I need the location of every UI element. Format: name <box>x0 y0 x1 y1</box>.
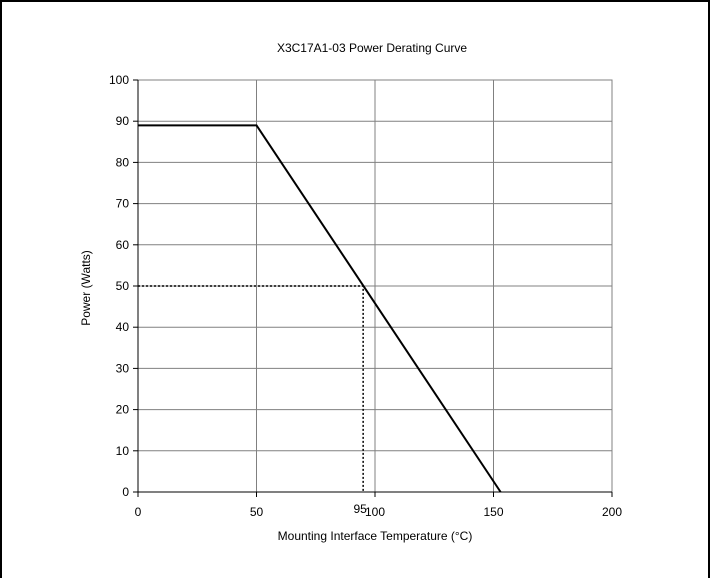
series-lines <box>138 124 502 493</box>
y-tick-label: 60 <box>116 238 130 252</box>
y-tick-label: 0 <box>122 485 129 499</box>
y-tick-label: 50 <box>116 279 130 293</box>
y-tick-label: 90 <box>116 114 130 128</box>
x-tick-label: 50 <box>250 505 264 519</box>
annotation-label: 95 <box>353 502 367 516</box>
y-tick-label: 30 <box>116 361 130 375</box>
y-tick-label: 70 <box>116 197 130 211</box>
y-tick-label: 20 <box>116 403 130 417</box>
x-tick-label: 200 <box>602 505 622 519</box>
chart-title: X3C17A1-03 Power Derating Curve <box>277 41 467 55</box>
y-tick-label: 10 <box>116 444 130 458</box>
reference-line <box>138 285 364 492</box>
y-tick-label: 40 <box>116 320 130 334</box>
grid <box>138 79 613 492</box>
reference-lines <box>138 285 364 492</box>
x-tick-label: 150 <box>483 505 503 519</box>
y-tick-label: 80 <box>116 155 130 169</box>
x-tick-label: 100 <box>365 505 385 519</box>
derating-curve <box>138 124 502 493</box>
y-tick-labels: 0 10 20 30 40 50 60 70 80 90 100 <box>109 73 129 499</box>
x-axis-label: Mounting Interface Temperature (°C) <box>278 529 473 543</box>
x-tick-label: 0 <box>135 505 142 519</box>
y-axis-label: Power (Watts) <box>79 250 93 326</box>
x-tick-labels: 0 50 100 150 200 <box>135 505 623 519</box>
annotations: 95 <box>353 502 367 516</box>
y-tick-label: 100 <box>109 73 129 87</box>
axes <box>133 79 613 497</box>
